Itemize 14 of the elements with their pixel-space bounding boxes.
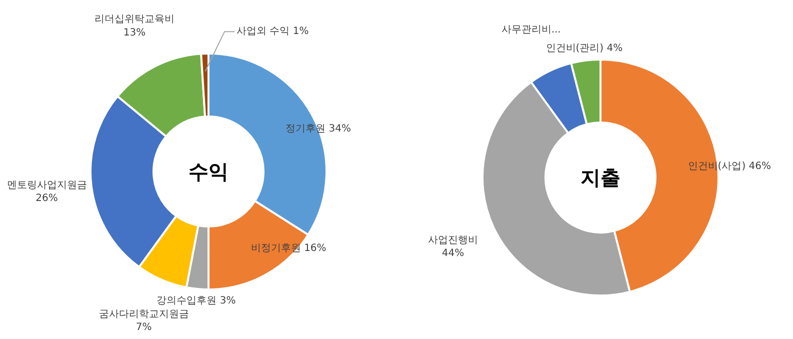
slice-label: 멘토링사업지원금 <box>6 180 87 191</box>
slice-label: 리더십위탁교육비 <box>94 14 174 26</box>
data-label: 44% <box>442 248 464 259</box>
data-label: 26% <box>36 193 58 204</box>
slice-label: 사업진행비 <box>428 234 478 246</box>
slice-label: 사업외 수익 1% <box>236 26 309 38</box>
data-label: 7% <box>136 322 152 334</box>
slice-label: 굼사다리학교지원금 <box>98 308 189 320</box>
slice-label: 사무관리비... <box>501 24 561 36</box>
text: 지출 <box>580 166 620 190</box>
slice-label: 인건비(관리) 4% <box>546 43 623 54</box>
slice-label: 강의수입후원 3% <box>156 295 236 306</box>
data-label: 13% <box>123 27 146 38</box>
text: 수익 <box>188 160 228 184</box>
